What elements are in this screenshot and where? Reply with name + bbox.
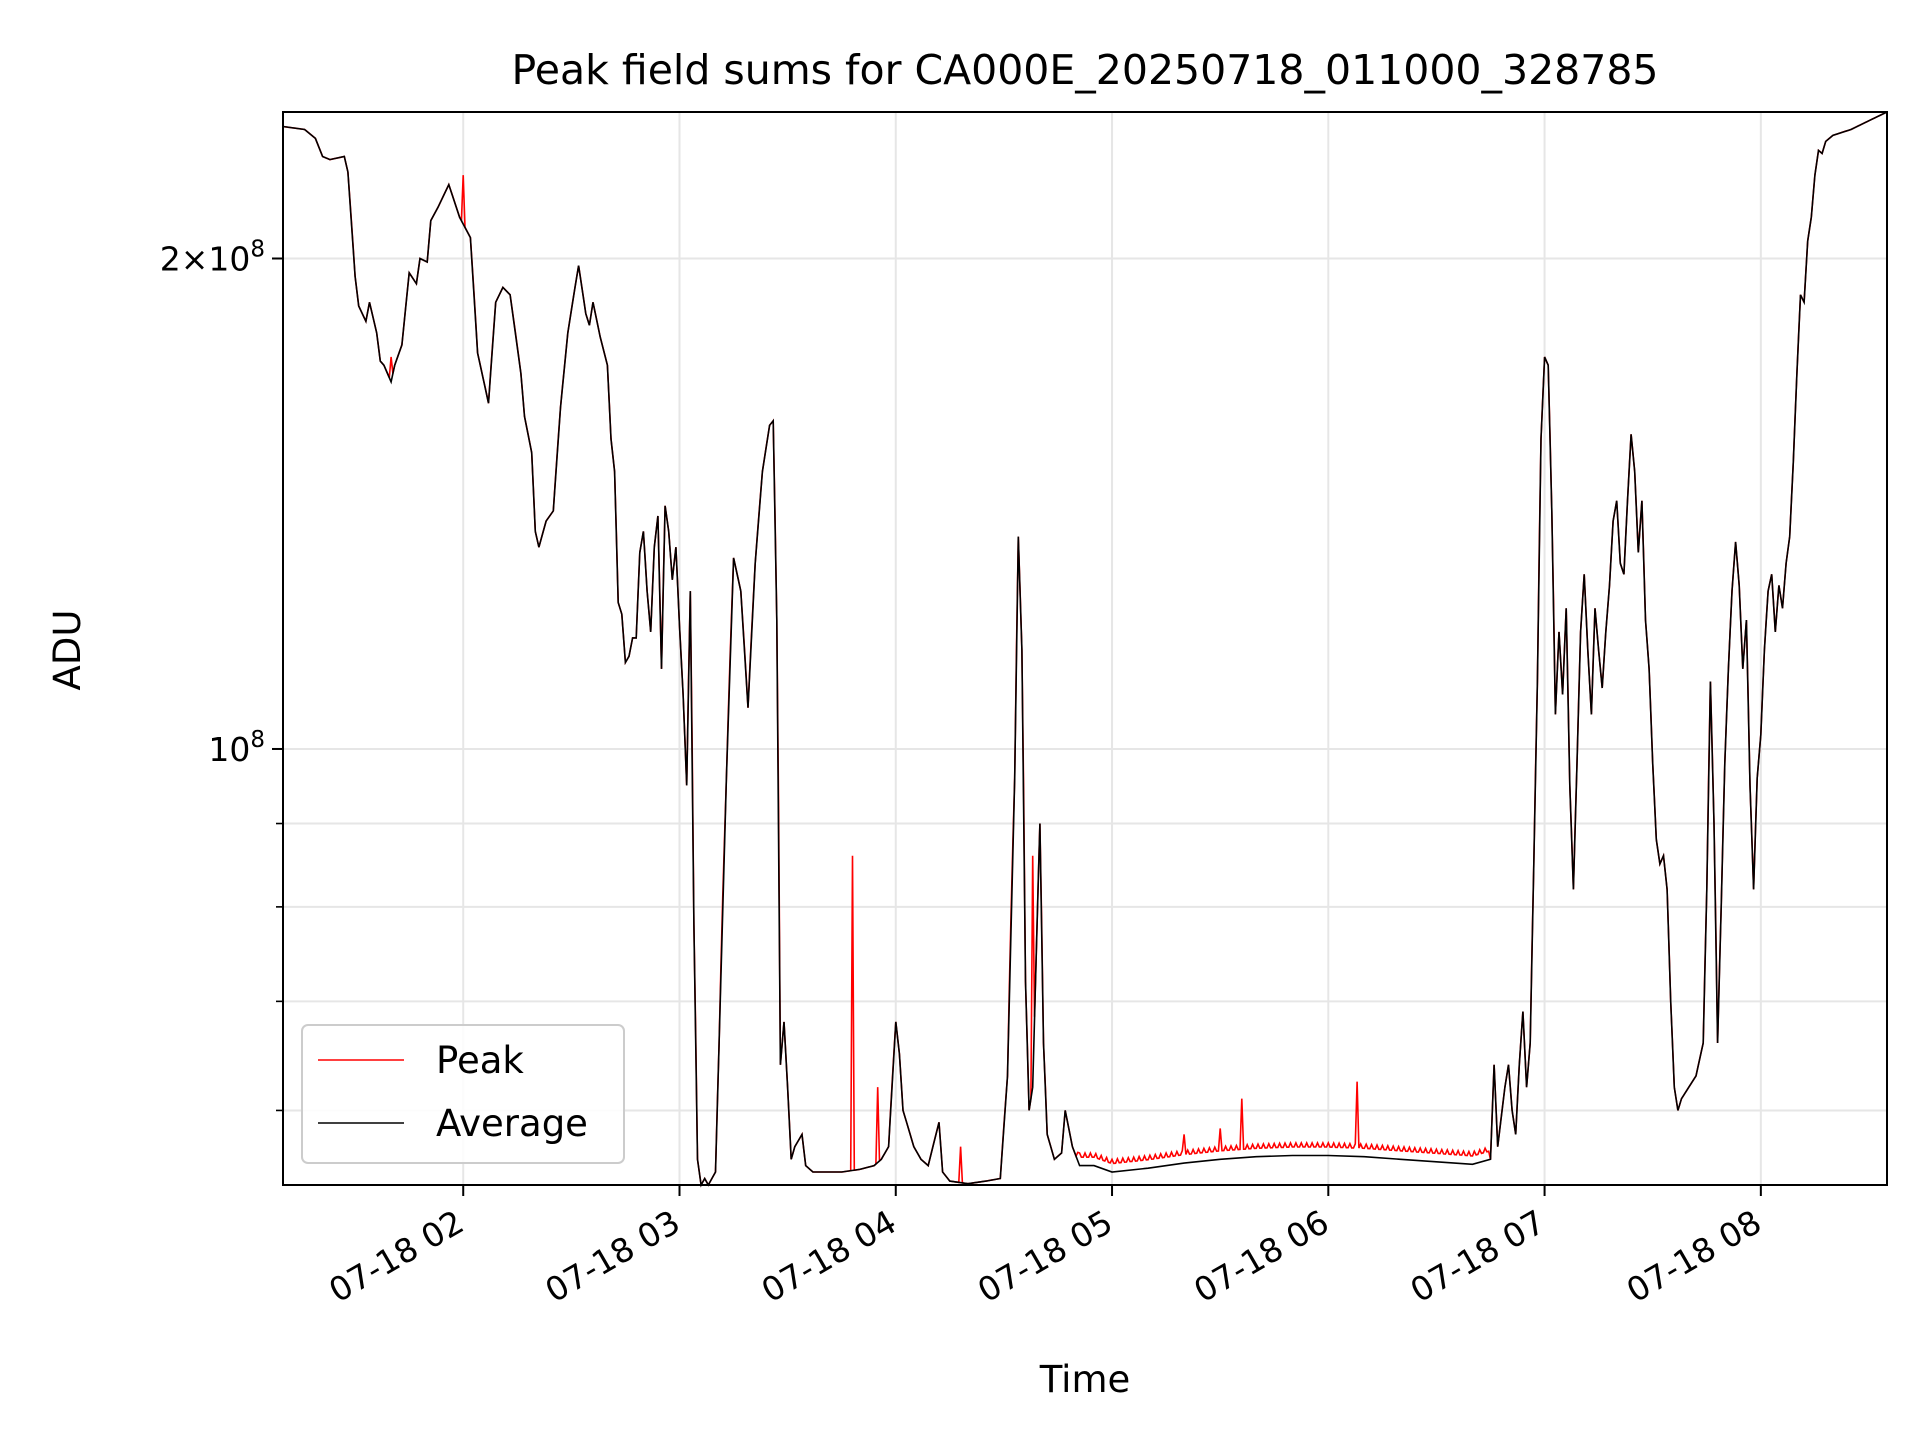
plot-area bbox=[282, 111, 1888, 1188]
y-axis-label: ADU bbox=[46, 610, 89, 691]
legend-peak-label: Peak bbox=[436, 1039, 524, 1082]
plot-frame bbox=[282, 111, 1888, 1186]
x-axis-label: Time bbox=[1039, 1358, 1131, 1401]
legend-average-label: Average bbox=[436, 1102, 588, 1145]
grid-lines bbox=[283, 112, 1887, 1185]
y-axis-ticks: 2×108 108 bbox=[160, 236, 283, 1112]
average-series-line bbox=[282, 111, 1888, 1188]
legend: Peak Average bbox=[301, 1024, 625, 1164]
y-tick-label: 2×108 bbox=[160, 236, 265, 278]
y-tick-label: 108 bbox=[208, 727, 265, 769]
chart-title: Peak field sums for CA000E_20250718_0110… bbox=[511, 46, 1658, 94]
